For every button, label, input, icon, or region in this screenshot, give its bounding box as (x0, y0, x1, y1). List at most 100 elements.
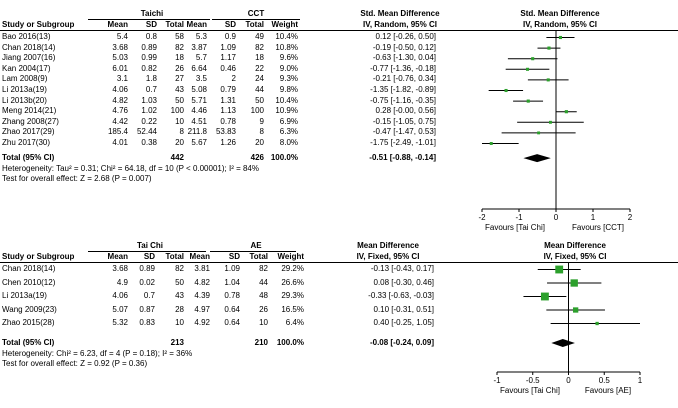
total-value: 100 (170, 106, 184, 116)
mean-value: 185.4 (107, 127, 128, 137)
point-estimate-square (526, 99, 530, 103)
weight-value: 29.2% (281, 264, 304, 273)
mean-value: 6.64 (191, 63, 207, 73)
effect-ci-value: 0.40 [-0.25, 1.05] (373, 318, 435, 327)
point-estimate-square (531, 57, 535, 61)
overall-effect-text: Test for overall effect: Z = 2.68 (P = 0… (2, 173, 152, 183)
sd-value: 0.9 (224, 32, 236, 41)
sd-value: 0.78 (220, 116, 236, 126)
total-value: 82 (255, 42, 264, 52)
favours-left-label: Favours [Tai Chi] (499, 386, 561, 395)
study-col-header: Study or Subgroup (2, 252, 75, 261)
effect-ci-value: -0.13 [-0.43, 0.17] (370, 264, 434, 273)
sd-value: 0.7 (143, 291, 155, 300)
total-col-header: Total (245, 20, 264, 29)
group1-underline (88, 251, 206, 252)
effect-ci-value: -0.51 [-0.88, -0.14] (369, 152, 436, 162)
mean-value: 4.46 (191, 106, 207, 116)
total-value: 49 (255, 32, 264, 41)
sd-value: 0.87 (139, 304, 155, 314)
total-value: 9 (259, 116, 264, 126)
study-name: Kan 2004(17) (2, 63, 51, 73)
mean-col-header: Mean (186, 20, 207, 29)
effect-ci-value: -0.75 [-1.16, -0.35] (370, 95, 436, 105)
mean-value: 5.71 (191, 95, 207, 105)
mean-value: 4.97 (194, 304, 210, 314)
total-value: 18 (175, 53, 184, 63)
effect-ci-value: 0.12 [-0.26, 0.50] (375, 32, 437, 41)
total-value: 44 (255, 85, 264, 94)
weight-value: 6.4% (285, 318, 304, 327)
sd-value: 1.26 (220, 138, 236, 147)
total-value: 48 (259, 291, 268, 300)
total-value: 10 (175, 116, 184, 126)
total-value: 18 (255, 53, 264, 63)
point-estimate-square (595, 321, 599, 326)
total-value: 426 (250, 152, 264, 162)
total-value: 44 (259, 277, 268, 287)
x-tick-label: -1 (493, 376, 501, 385)
group2-underline (212, 19, 300, 20)
mean-value: 4.76 (112, 106, 128, 116)
sd-value: 0.8 (145, 32, 157, 41)
x-tick-label: 2 (627, 213, 633, 222)
total-value: 442 (170, 152, 184, 162)
total-value: 26 (175, 63, 184, 73)
total-value: 10 (259, 318, 268, 327)
point-estimate-square (489, 142, 493, 145)
mean-value: 5.4 (116, 32, 128, 41)
total-value: 100 (250, 106, 264, 116)
weight-value: 16.5% (281, 304, 304, 314)
weight-value: 10.4% (275, 95, 298, 105)
weight-value: 100.0% (270, 152, 298, 162)
effect-ci-value: -1.75 [-2.49, -1.01] (370, 138, 436, 147)
x-tick-label: 1 (590, 213, 596, 222)
total-value: 43 (175, 85, 184, 94)
weight-value: 10.8% (275, 42, 298, 52)
weight-col-header: Weight (271, 20, 298, 29)
sd-col-header: SD (224, 20, 236, 29)
sd-value: 1.31 (220, 95, 236, 105)
mean-value: 5.7 (195, 53, 207, 63)
sd-value: 1.17 (220, 53, 236, 63)
point-estimate-square (570, 279, 578, 287)
total-value: 210 (254, 337, 268, 347)
weight-value: 8.0% (279, 138, 298, 147)
effect-header: Mean Difference (357, 241, 419, 250)
x-tick-label: -1 (515, 213, 523, 222)
total-label: Total (95% CI) (2, 152, 55, 162)
weight-value: 9.6% (279, 53, 298, 63)
sd-value: 0.89 (141, 42, 157, 52)
heterogeneity-text: Heterogeneity: Tau² = 0.31; Chi² = 64.18… (2, 163, 259, 173)
total-value: 50 (175, 277, 184, 287)
point-estimate-square (537, 131, 541, 135)
sd-value: 0.64 (224, 304, 240, 314)
header-rule (0, 262, 678, 263)
mean-value: 5.03 (112, 53, 128, 63)
total-value: 24 (255, 74, 264, 84)
mean-value: 3.81 (194, 264, 210, 273)
mean-value: 3.68 (112, 264, 128, 273)
total-col-header: Total (165, 20, 184, 29)
study-name: Meng 2014(21) (2, 106, 57, 116)
x-tick-label: 0.5 (598, 376, 610, 385)
point-estimate-square (546, 78, 550, 82)
mean-value: 5.07 (112, 304, 128, 314)
study-name: Chan 2018(14) (2, 42, 56, 52)
weight-value: 9.8% (279, 85, 298, 94)
sd-value: 0.02 (139, 277, 155, 287)
mean-value: 5.08 (191, 85, 207, 94)
effect-ci-value: -0.77 [-1.36, -0.18] (370, 63, 436, 73)
effect-ci-value: -0.47 [-1.47, 0.53] (372, 127, 436, 137)
effect-ci-value: -0.63 [-1.30, 0.04] (372, 53, 436, 63)
group2-header: CCT (247, 9, 265, 18)
study-name: Chen 2010(12) (2, 277, 56, 287)
mean-value: 5.32 (112, 318, 128, 327)
weight-value: 9.3% (279, 74, 298, 84)
point-estimate-square (555, 265, 564, 274)
effect-ci-value: 0.08 [-0.30, 0.46] (373, 277, 435, 287)
sd-value: 1.02 (141, 106, 157, 116)
effect-ci-value: -0.19 [-0.50, 0.12] (372, 42, 436, 52)
